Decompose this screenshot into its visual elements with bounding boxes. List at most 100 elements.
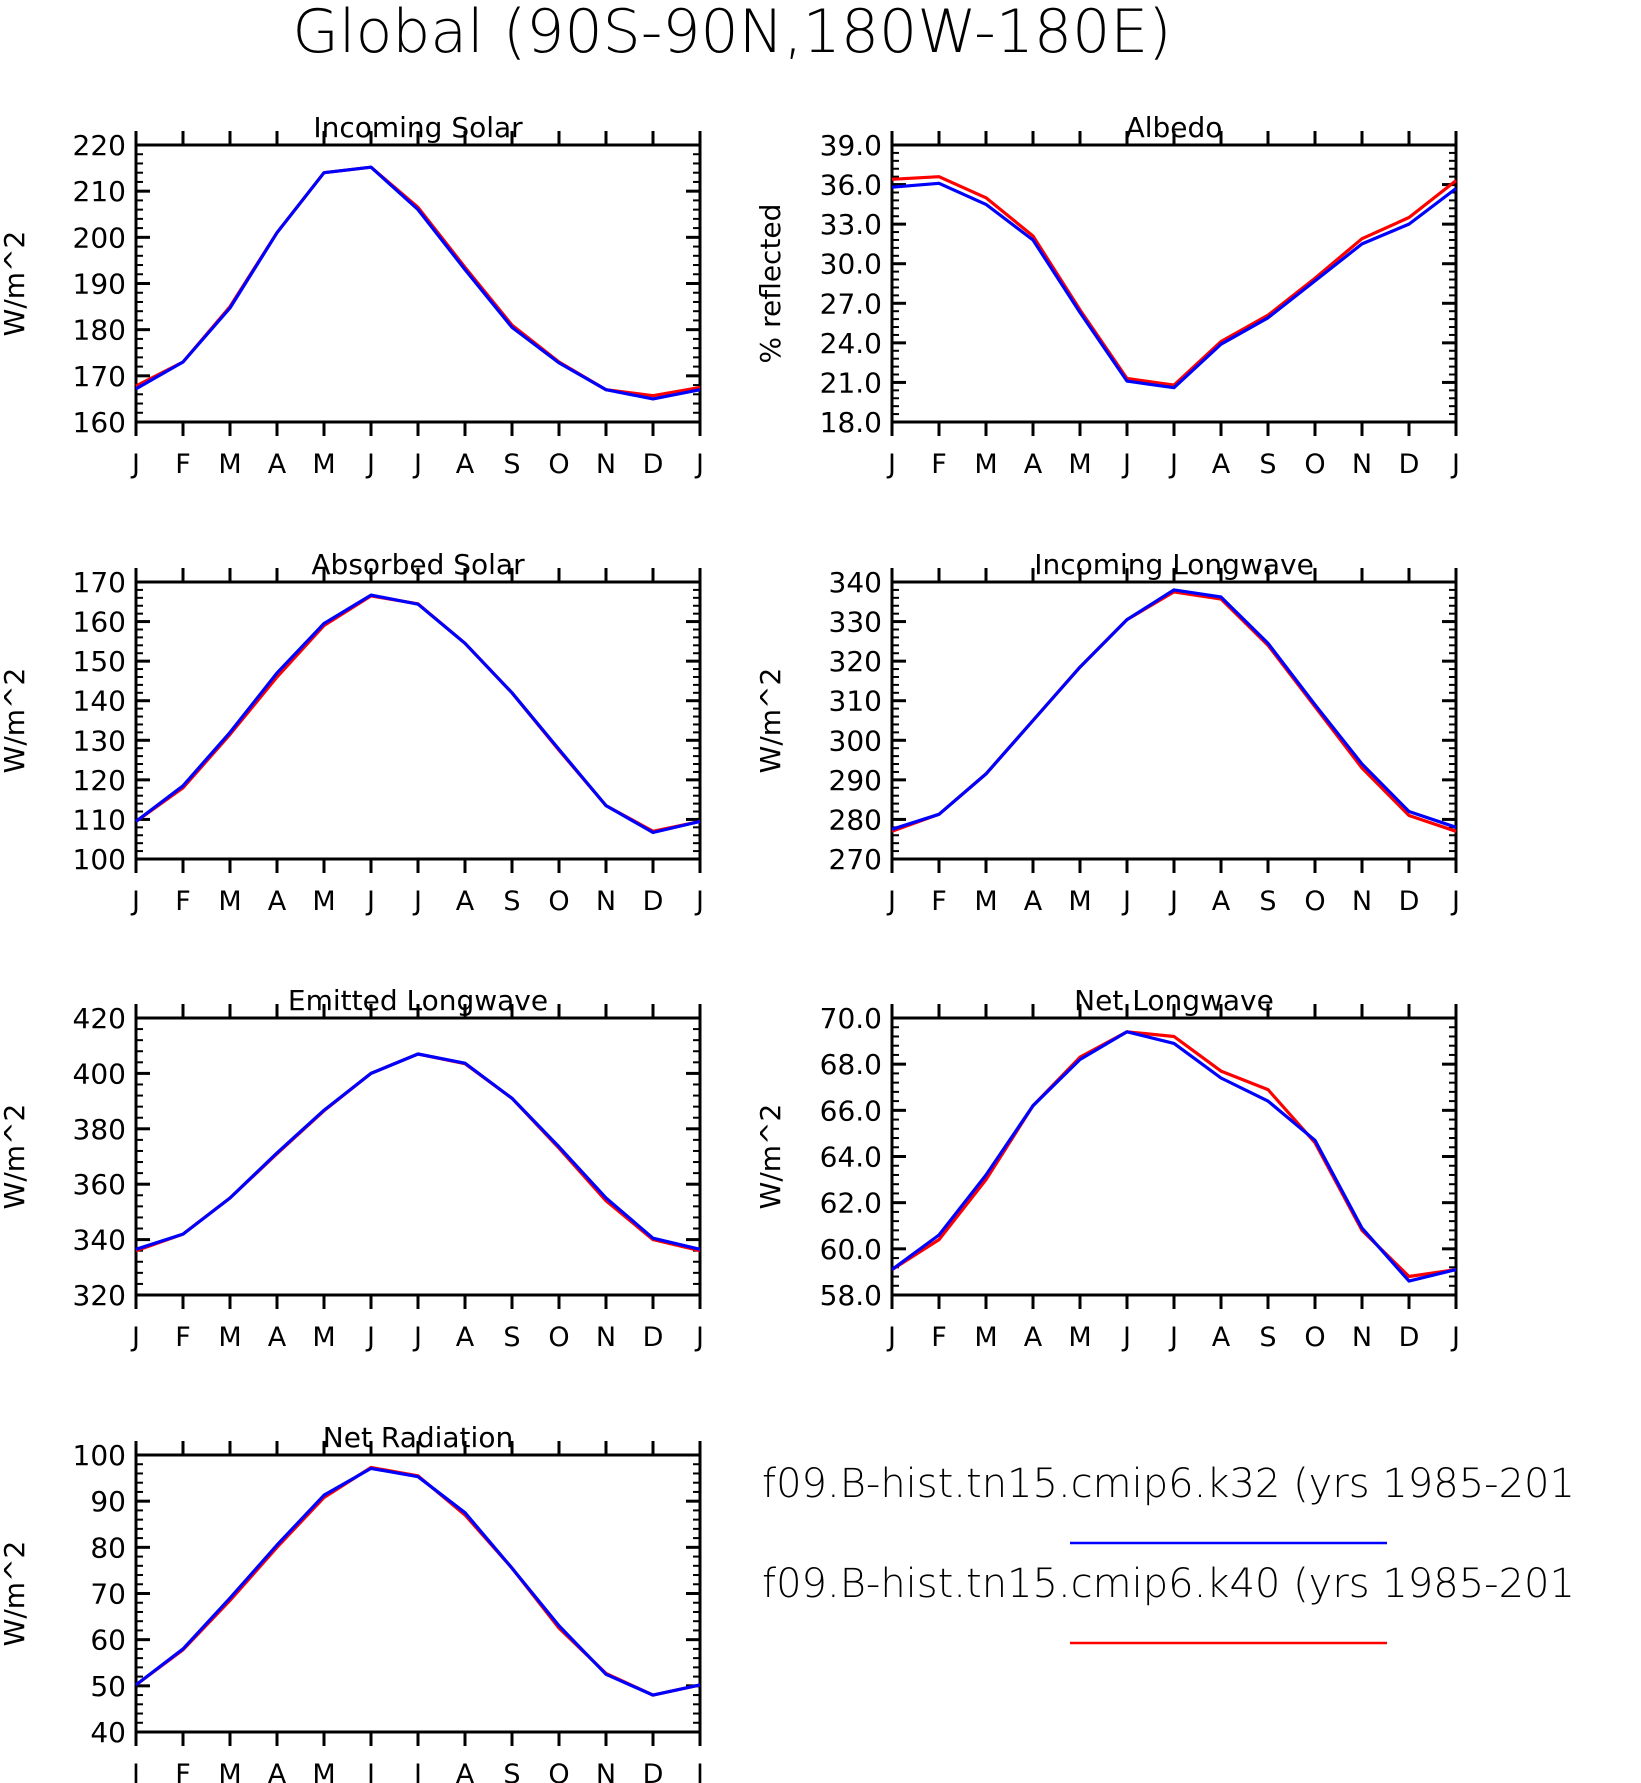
y-tick-label: 420	[73, 1002, 126, 1035]
x-tick-label: J	[1121, 1322, 1131, 1353]
x-tick-label: M	[312, 449, 335, 480]
y-tick-label: 80	[90, 1531, 126, 1564]
y-tick-label: 130	[73, 724, 126, 757]
y-tick-label: 50	[90, 1670, 126, 1703]
x-tick-label: F	[175, 449, 191, 480]
y-tick-label: 280	[829, 803, 882, 836]
y-tick-label: 160	[73, 606, 126, 639]
y-tick-label: 66.0	[820, 1094, 882, 1127]
y-tick-label: 210	[73, 175, 126, 208]
series-line-k40	[135, 594, 701, 833]
series-line-k32	[891, 181, 1457, 390]
legend: f09.B-hist.tn15.cmip6.k32 (yrs 1985-201 f…	[762, 1461, 1575, 1645]
y-tick-label: 18.0	[820, 406, 882, 439]
legend-label: f09.B-hist.tn15.cmip6.k40 (yrs 1985-201	[762, 1561, 1575, 1607]
y-tick-label: 270	[829, 843, 882, 876]
y-tick-label: 62.0	[820, 1187, 882, 1220]
x-tick-label: S	[1259, 1322, 1276, 1353]
x-tick-label: N	[596, 449, 616, 480]
x-tick-label: N	[596, 1759, 616, 1783]
y-axis-label: W/m^2	[754, 1104, 787, 1210]
y-tick-label: 340	[829, 566, 882, 599]
x-tick-label: D	[1399, 449, 1420, 480]
chart-panels: Incoming SolarW/m^2160170180190200210220…	[0, 111, 1460, 1783]
x-tick-label: A	[1024, 886, 1043, 917]
y-tick-label: 160	[73, 406, 126, 439]
x-tick-label: A	[268, 1759, 287, 1783]
y-tick-label: 30.0	[820, 248, 882, 281]
x-tick-label: J	[130, 1759, 140, 1783]
x-tick-label: J	[365, 1322, 375, 1353]
y-tick-label: 400	[73, 1057, 126, 1090]
x-tick-label: S	[503, 886, 520, 917]
x-tick-label: F	[931, 1322, 947, 1353]
x-tick-label: J	[130, 886, 140, 917]
x-tick-label: A	[1212, 449, 1231, 480]
y-tick-label: 320	[829, 645, 882, 678]
series-line-k40	[891, 175, 1457, 387]
x-tick-label: M	[1068, 1322, 1091, 1353]
series-line-k32	[135, 1052, 701, 1251]
x-tick-label: D	[643, 449, 664, 480]
x-tick-label: M	[218, 449, 241, 480]
y-tick-label: 70	[90, 1578, 126, 1611]
x-tick-label: O	[548, 1759, 569, 1783]
x-tick-label: N	[1352, 449, 1372, 480]
series-line-k32	[135, 593, 701, 835]
y-tick-label: 340	[73, 1224, 126, 1257]
x-tick-label: A	[456, 449, 475, 480]
chart-panel-5: Emitted LongwaveW/m^2320340360380400420J…	[0, 984, 704, 1353]
plot-frame	[890, 580, 1458, 861]
plot-frame	[890, 1016, 1458, 1297]
x-tick-label: S	[1259, 449, 1276, 480]
x-tick-label: S	[503, 449, 520, 480]
x-tick-label: S	[503, 1759, 520, 1783]
x-tick-label: J	[1168, 449, 1178, 480]
y-axis-label: % reflected	[754, 204, 787, 364]
y-tick-label: 140	[73, 685, 126, 718]
y-tick-label: 200	[73, 221, 126, 254]
y-tick-label: 58.0	[820, 1279, 882, 1312]
series-line-k32	[135, 1466, 701, 1697]
x-tick-label: J	[130, 1322, 140, 1353]
chart-panel-6: Net LongwaveW/m^258.060.062.064.066.068.…	[754, 984, 1460, 1353]
x-tick-label: J	[1168, 886, 1178, 917]
y-tick-label: 24.0	[820, 327, 882, 360]
x-tick-label: D	[643, 1322, 664, 1353]
x-tick-label: J	[694, 1322, 704, 1353]
y-tick-label: 60.0	[820, 1233, 882, 1266]
plot-frame	[890, 143, 1458, 424]
y-tick-label: 220	[73, 129, 126, 162]
x-tick-label: O	[548, 449, 569, 480]
x-tick-label: A	[268, 886, 287, 917]
y-tick-label: 60	[90, 1624, 126, 1657]
x-tick-label: N	[1352, 886, 1372, 917]
x-tick-label: N	[596, 1322, 616, 1353]
plot-frame	[134, 143, 702, 424]
x-tick-label: D	[1399, 1322, 1420, 1353]
y-tick-label: 90	[90, 1485, 126, 1518]
x-tick-label: A	[268, 449, 287, 480]
x-tick-label: A	[1212, 886, 1231, 917]
x-tick-label: J	[1450, 886, 1460, 917]
x-tick-label: J	[1450, 1322, 1460, 1353]
x-tick-label: J	[1450, 449, 1460, 480]
chart-panel-2: Albedo% reflected18.021.024.027.030.033.…	[754, 111, 1460, 480]
x-tick-label: D	[1399, 886, 1420, 917]
y-tick-label: 360	[73, 1168, 126, 1201]
x-tick-label: M	[218, 1322, 241, 1353]
y-axis-label: W/m^2	[0, 231, 31, 337]
x-tick-label: J	[365, 449, 375, 480]
x-tick-label: M	[312, 1322, 335, 1353]
x-tick-label: F	[931, 449, 947, 480]
x-tick-label: M	[312, 1759, 335, 1783]
x-tick-label: M	[1068, 886, 1091, 917]
series-line-k40	[891, 590, 1457, 833]
x-tick-label: O	[548, 1322, 569, 1353]
y-axis-label: W/m^2	[754, 668, 787, 774]
x-tick-label: J	[1121, 449, 1131, 480]
x-tick-label: J	[1168, 1322, 1178, 1353]
y-tick-label: 36.0	[820, 169, 882, 202]
x-tick-label: A	[456, 1759, 475, 1783]
